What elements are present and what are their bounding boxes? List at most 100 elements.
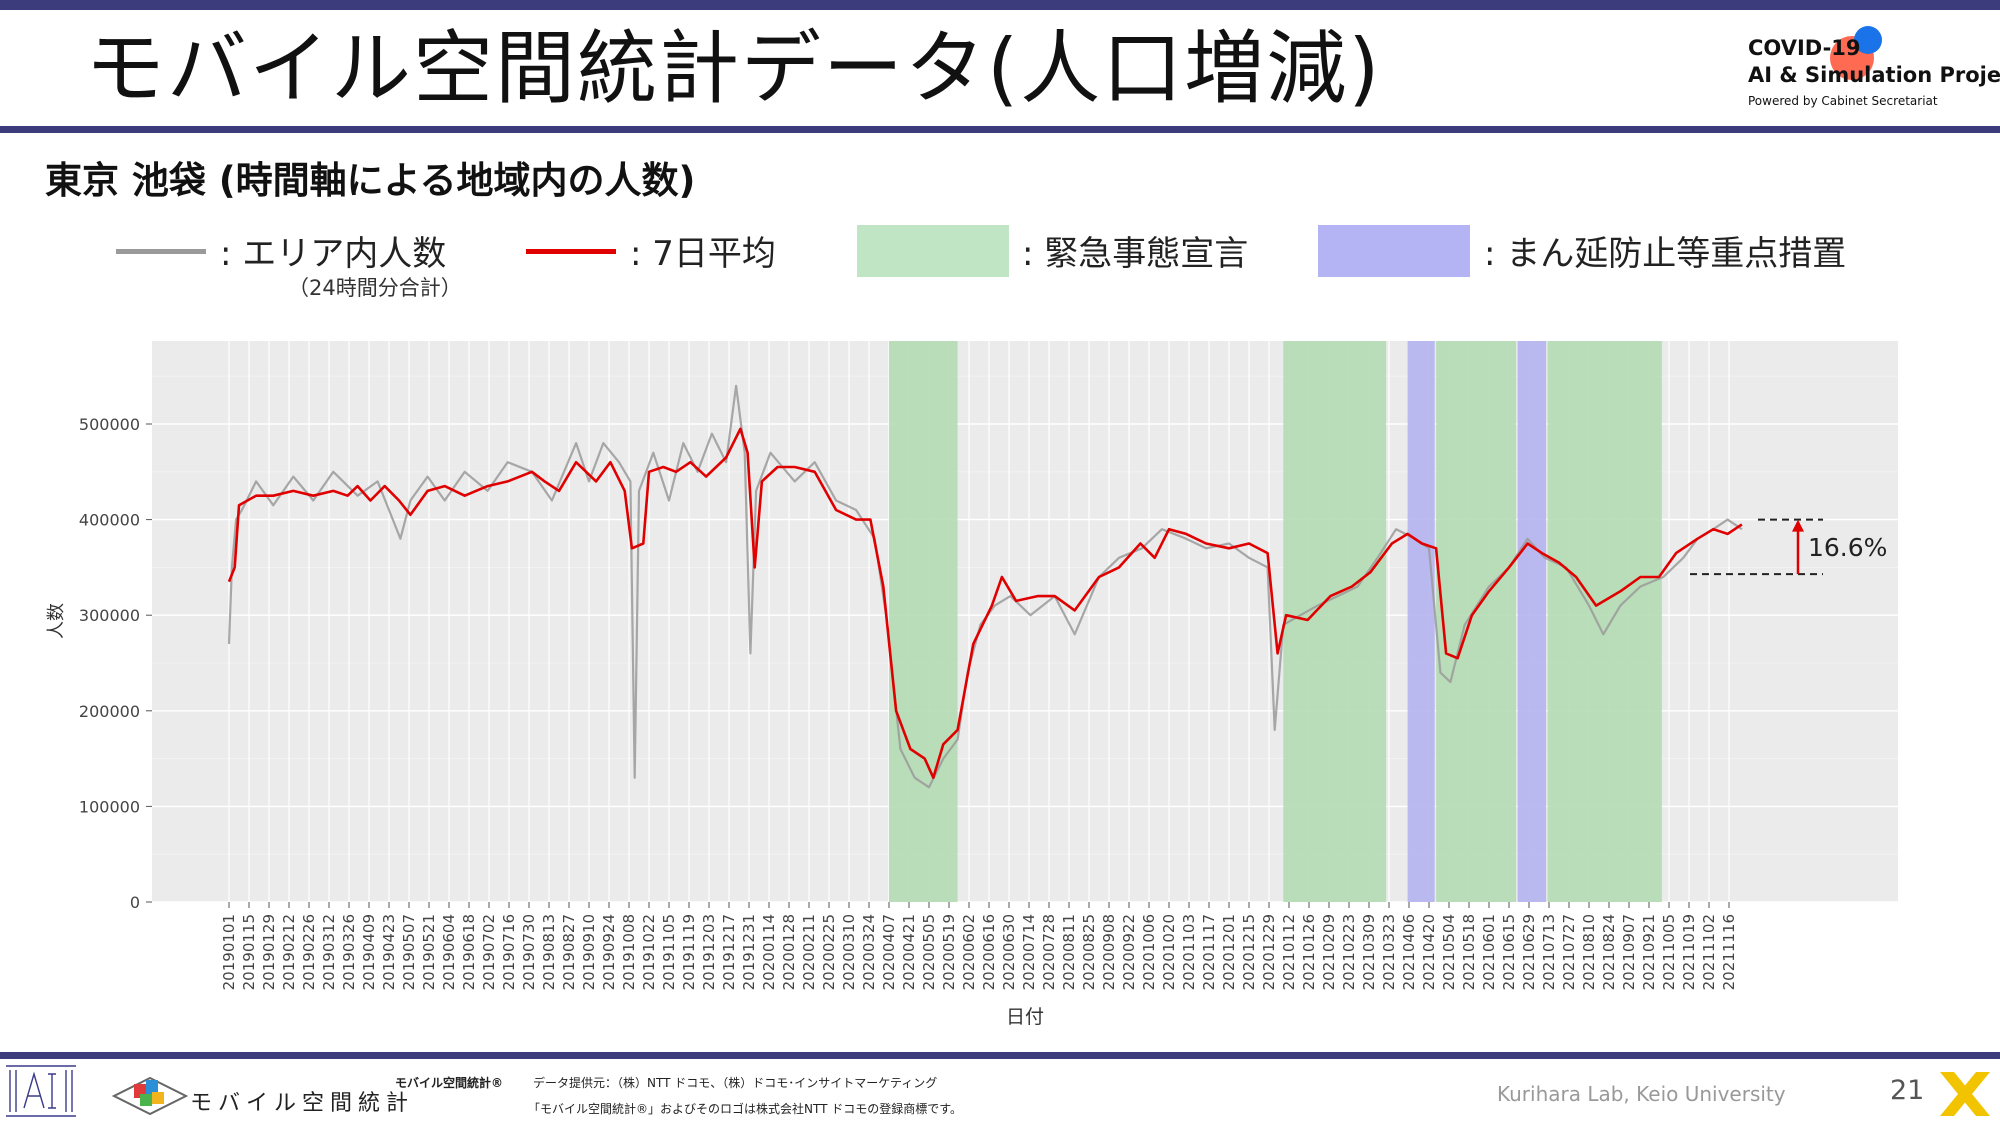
- x-tick-label: 20211005: [1660, 914, 1678, 990]
- x-tick-label: 20210309: [1360, 914, 1378, 990]
- legend: : エリア内人数 （24時間分合計） : 7日平均 : 緊急事態宣言 : まん延…: [0, 222, 2000, 302]
- x-tick-label: 20210824: [1600, 914, 1618, 990]
- x-tick-label: 20210810: [1580, 914, 1598, 990]
- x-tick-label: 20200908: [1100, 914, 1118, 990]
- x-tick-label: 20210504: [1440, 914, 1458, 990]
- legend-raw-label: : エリア内人数: [220, 234, 447, 274]
- x-tick-label: 20190129: [260, 914, 278, 990]
- mobile-stats-logo-text: モバイル空間統計: [190, 1091, 415, 1116]
- x-tick-label: 20190910: [580, 914, 598, 990]
- x-tick-label: 20200324: [860, 914, 878, 990]
- x-tick-label: 20200114: [760, 914, 778, 990]
- y-tick-label: 100000: [79, 797, 140, 816]
- x-tick-label: 20190618: [460, 914, 478, 990]
- x-tick-label: 20190702: [480, 914, 498, 990]
- x-tick-label: 20201229: [1260, 914, 1278, 990]
- x-tick-label: 20210323: [1380, 914, 1398, 990]
- x-tick-label: 20191022: [640, 914, 658, 990]
- semi-emergency-period: [1407, 341, 1435, 902]
- ai-lab-logo-icon: [2, 1060, 80, 1122]
- x-tick-label: 20200616: [980, 914, 998, 990]
- x-tick-label: 20201020: [1160, 914, 1178, 990]
- emergency-period: [1436, 341, 1517, 902]
- series-line-7day-avg: [227, 427, 1743, 780]
- x-tick-label: 20200211: [800, 914, 818, 990]
- legend-raw-swatch: [116, 249, 206, 254]
- y-tick-label: 400000: [79, 511, 140, 530]
- x-tick-label: 20201117: [1200, 914, 1218, 990]
- legend-semi-label: : まん延防止等重点措置: [1484, 234, 1847, 274]
- x-tick-label: 20190423: [380, 914, 398, 990]
- x-tick-label: 20190212: [280, 914, 298, 990]
- x-tick-label: 20190924: [600, 914, 618, 990]
- x-tick-label: 20190827: [560, 914, 578, 990]
- x-tick-label: 20210921: [1640, 914, 1658, 990]
- x-tick-label: 20190101: [220, 914, 238, 990]
- x-tick-label: 20200407: [880, 914, 898, 990]
- x-tick-label: 20190716: [500, 914, 518, 990]
- legend-emergency-swatch: [857, 225, 1009, 277]
- x-tick-label: 20200811: [1060, 914, 1078, 990]
- x-tick-label: 20200728: [1040, 914, 1058, 990]
- covid-logo-line2: AI & Simulation Project: [1748, 63, 2000, 87]
- x-tick-label: 20190226: [300, 914, 318, 990]
- footer-trademark: 「モバイル空間統計®」およびそのロゴは株式会社NTT ドコモの登録商標です。: [528, 1102, 963, 1116]
- x-tick-label: 20200505: [920, 914, 938, 990]
- x-tick-label: 20191119: [680, 914, 698, 990]
- footer-source-label: モバイル空間統計®: [395, 1076, 504, 1090]
- emergency-period: [1547, 341, 1662, 902]
- legend-avg-swatch: [526, 249, 616, 254]
- top-band: [0, 0, 2000, 10]
- y-tick-label: 500000: [79, 415, 140, 434]
- x-tick-label: 20190115: [240, 914, 258, 990]
- footer-credit: Kurihara Lab, Keio University: [1497, 1082, 1786, 1106]
- mobile-stats-logo-icon: [112, 1076, 188, 1116]
- x-tick-label: 20191203: [700, 914, 718, 990]
- x-tick-label: 20191217: [720, 914, 738, 990]
- emergency-period: [889, 341, 958, 902]
- x-tick-label: 20200519: [940, 914, 958, 990]
- x-tick-label: 20210126: [1300, 914, 1318, 990]
- x-tick-label: 20211116: [1720, 914, 1738, 990]
- legend-raw-note: （24時間分合計）: [288, 276, 462, 300]
- series-line-raw: [227, 384, 1743, 789]
- covid-logo-line1: COVID-19: [1748, 36, 1861, 60]
- y-axis-label: 人数: [46, 603, 67, 639]
- x-tick-label: 20210112: [1280, 914, 1298, 990]
- x-tick-label: 20190326: [340, 914, 358, 990]
- x-tick-label: 20200630: [1000, 914, 1018, 990]
- y-tick-label: 0: [130, 893, 140, 912]
- x-tick-label: 20201215: [1240, 914, 1258, 990]
- x-tick-label: 20211102: [1700, 914, 1718, 990]
- covid-project-logo: COVID-19 AI & Simulation Project Powered…: [1748, 26, 2000, 112]
- x-tick-label: 20210713: [1540, 914, 1558, 990]
- legend-semi-swatch: [1318, 225, 1470, 277]
- x-tick-label: 20200128: [780, 914, 798, 990]
- x-tick-label: 20210907: [1620, 914, 1638, 990]
- x-tick-label: 20191008: [620, 914, 638, 990]
- x-tick-label: 20210209: [1320, 914, 1338, 990]
- y-tick-label: 300000: [79, 606, 140, 625]
- x-axis-label: 日付: [1006, 1006, 1044, 1028]
- footer-divider: [0, 1052, 2000, 1059]
- x-tick-label: 20201006: [1140, 914, 1158, 990]
- x-tick-label: 20191231: [740, 914, 758, 990]
- x-tick-label: 20190507: [400, 914, 418, 990]
- x-tick-label: 20200922: [1120, 914, 1138, 990]
- x-tick-label: 20210601: [1480, 914, 1498, 990]
- x-tick-label: 20210518: [1460, 914, 1478, 990]
- x-tick-label: 20210223: [1340, 914, 1358, 990]
- annotation-arrow-head: [1792, 519, 1804, 532]
- page-title: モバイル空間統計データ(人口増減): [85, 22, 1382, 115]
- header-divider: [0, 126, 2000, 133]
- x-tick-label: 20210615: [1500, 914, 1518, 990]
- covid-logo-line3: Powered by Cabinet Secretariat: [1748, 94, 1938, 108]
- x-tick-label: 20190521: [420, 914, 438, 990]
- x-tick-label: 20200421: [900, 914, 918, 990]
- page-number: 21: [1890, 1075, 1925, 1106]
- x-tick-label: 20210420: [1420, 914, 1438, 990]
- x-tick-label: 20190312: [320, 914, 338, 990]
- y-tick-label: 200000: [79, 702, 140, 721]
- x-tick-label: 20200310: [840, 914, 858, 990]
- legend-emergency-label: : 緊急事態宣言: [1022, 234, 1249, 274]
